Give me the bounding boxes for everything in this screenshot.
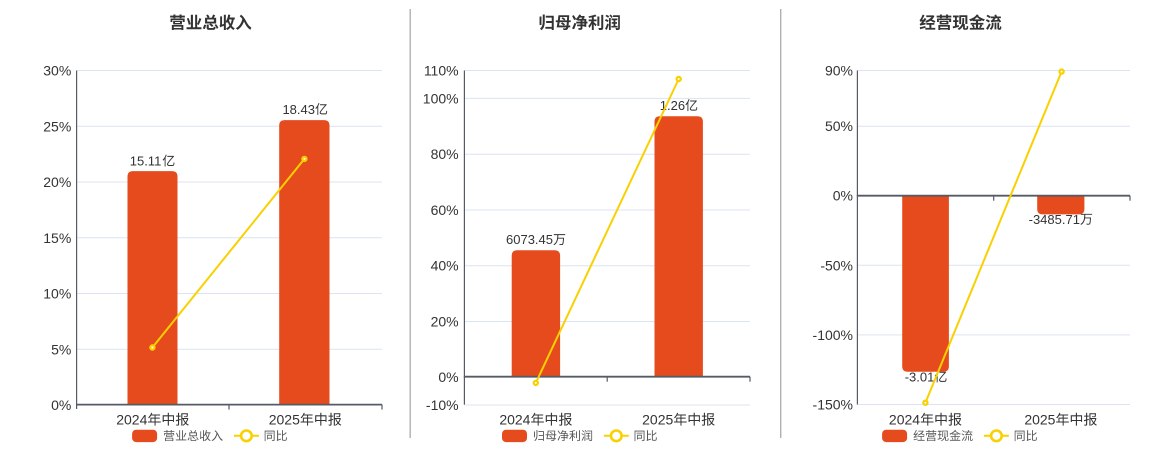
svg-text:90%: 90% <box>825 63 853 79</box>
svg-text:2024: 2024 <box>116 412 147 428</box>
svg-text:2025: 2025 <box>642 412 673 428</box>
svg-text:60%: 60% <box>431 202 459 218</box>
svg-text:2024: 2024 <box>889 412 920 428</box>
svg-text:25%: 25% <box>43 118 71 134</box>
svg-text:-3485.71: -3485.71 <box>1029 212 1080 227</box>
svg-text:18.43: 18.43 <box>282 102 315 117</box>
svg-text:-150%: -150% <box>813 397 853 413</box>
svg-text:100%: 100% <box>423 90 459 106</box>
svg-text:40%: 40% <box>431 258 459 274</box>
svg-text:20%: 20% <box>43 174 71 190</box>
svg-text:50%: 50% <box>825 118 853 134</box>
svg-text:15%: 15% <box>43 230 71 246</box>
svg-text:-10%: -10% <box>426 397 459 413</box>
svg-text:20%: 20% <box>431 314 459 330</box>
svg-text:10%: 10% <box>43 286 71 302</box>
svg-text:-100%: -100% <box>813 327 853 343</box>
svg-text:-50%: -50% <box>820 257 853 273</box>
svg-text:6073.45: 6073.45 <box>506 232 553 247</box>
svg-text:2024: 2024 <box>499 412 530 428</box>
svg-text:-3.01: -3.01 <box>905 369 935 384</box>
svg-text:30%: 30% <box>43 63 71 79</box>
svg-text:0%: 0% <box>51 397 71 413</box>
svg-text:0%: 0% <box>833 188 853 204</box>
svg-text:2025: 2025 <box>269 412 300 428</box>
svg-text:80%: 80% <box>431 146 459 162</box>
svg-text:1.26: 1.26 <box>660 98 685 113</box>
svg-text:0%: 0% <box>438 369 458 385</box>
svg-text:5%: 5% <box>51 341 71 357</box>
svg-text:15.11: 15.11 <box>130 153 162 168</box>
svg-text:2025: 2025 <box>1024 412 1055 428</box>
svg-text:110%: 110% <box>424 63 459 79</box>
